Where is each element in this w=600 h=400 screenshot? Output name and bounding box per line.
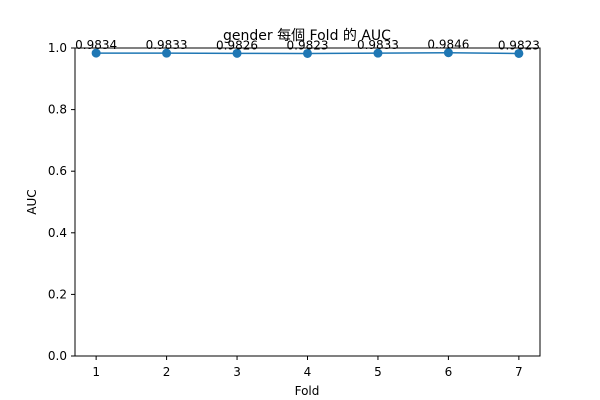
data-label: 0.9833 (357, 38, 399, 52)
series-layer (91, 48, 524, 58)
data-point (303, 48, 312, 58)
data-point (162, 48, 172, 58)
x-axis-label: Fold (295, 384, 320, 398)
x-tick-label: 7 (515, 365, 523, 379)
y-tick-label: 0.8 (48, 103, 67, 117)
data-point (91, 48, 101, 58)
y-axis: 0.0 0.2 0.4 0.6 0.8 1.0 (48, 41, 75, 363)
data-label: 0.9834 (75, 38, 117, 52)
data-point (373, 48, 383, 58)
data-label: 0.9826 (216, 38, 258, 52)
data-label: 0.9823 (498, 38, 540, 52)
x-tick-label: 4 (304, 365, 312, 379)
data-point (514, 48, 524, 58)
y-tick-label: 0.2 (48, 287, 67, 301)
x-tick-label: 1 (92, 365, 100, 379)
data-label: 0.9833 (146, 38, 188, 52)
data-labels: 0.9834 0.9833 0.9826 0.9823 0.9833 0.9846 0.98… (75, 38, 540, 53)
data-point (443, 48, 453, 58)
x-axis: 1 2 3 4 5 6 7 (92, 356, 523, 379)
y-tick-label: 0.6 (48, 164, 67, 178)
y-tick-label: 1.0 (48, 41, 67, 55)
data-label: 0.9823 (287, 38, 329, 52)
y-tick-label: 0.0 (48, 349, 67, 363)
x-tick-label: 3 (233, 365, 241, 379)
x-tick-label: 6 (445, 365, 453, 379)
x-tick-label: 5 (374, 365, 382, 379)
y-axis-label: AUC (25, 189, 39, 214)
chart-title: gender 每個 Fold 的 AUC (223, 28, 391, 44)
data-point (232, 48, 242, 58)
data-label: 0.9846 (427, 38, 469, 52)
x-tick-label: 2 (163, 365, 171, 379)
y-tick-label: 0.4 (48, 226, 67, 240)
